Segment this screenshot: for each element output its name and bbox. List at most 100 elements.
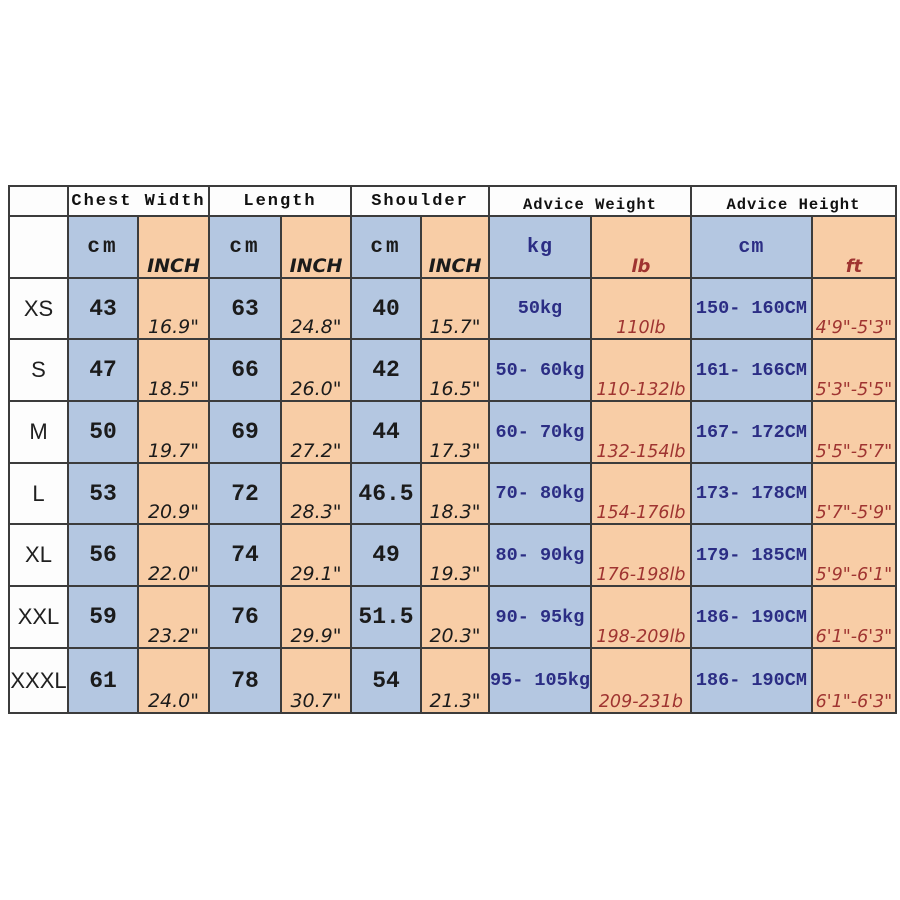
chest-cm-cell: 50 — [67, 400, 139, 464]
column-group-header: Shoulder — [350, 185, 490, 217]
height-cm-cell: 161- 166CM — [689, 338, 813, 402]
unit-header-row: cm INCH cm INCH cm INCH kg lb cm ft — [8, 215, 897, 279]
length-inch-cell: 28.3" — [280, 462, 352, 525]
table-row-xl: XL 56 22.0" 74 29.1" 49 19.3" 80- 90kg 176-198lb… — [8, 523, 897, 587]
column-group-header: Chest Width — [67, 185, 210, 217]
height-cm-cell: 186- 190CM — [689, 585, 813, 649]
weight-kg-unit-header: kg — [488, 215, 592, 279]
shoulder-inch-cell: 16.5" — [420, 338, 490, 402]
length-cm-cell: 63 — [208, 277, 282, 340]
shoulder-inch-unit-header: INCH — [420, 215, 490, 279]
size-label: XXXL — [8, 647, 69, 714]
height-ft-cell: 5'5"-5'7" — [810, 400, 897, 464]
chest-inch-unit-header: INCH — [137, 215, 210, 279]
chest-cm-cell: 47 — [67, 338, 139, 402]
shoulder-inch-cell: 21.3" — [420, 647, 490, 714]
chest-cm-cell: 53 — [67, 462, 139, 525]
length-cm-cell: 66 — [208, 338, 282, 402]
shoulder-cm-cell: 51.5 — [350, 585, 422, 649]
table-row-xxxl: XXXL 61 24.0" 78 30.7" 54 21.3" 95- 105kg 209-23… — [8, 647, 897, 714]
size-label: S — [8, 338, 69, 402]
shoulder-inch-cell: 17.3" — [420, 400, 490, 464]
weight-kg-cell: 95- 105kg — [488, 647, 592, 714]
length-cm-cell: 69 — [208, 400, 282, 464]
height-cm-cell: 150- 160CM — [689, 277, 813, 340]
length-inch-cell: 29.1" — [280, 523, 352, 587]
length-cm-cell: 74 — [208, 523, 282, 587]
weight-kg-cell: 70- 80kg — [488, 462, 592, 525]
size-label: XL — [8, 523, 69, 587]
weight-lb-cell: 176-198lb — [589, 523, 692, 587]
shoulder-cm-cell: 46.5 — [350, 462, 422, 525]
table-row-l: L 53 20.9" 72 28.3" 46.5 18.3" 70- 80kg 154-176l… — [8, 462, 897, 525]
length-inch-cell: 24.8" — [280, 277, 352, 340]
size-label: L — [8, 462, 69, 525]
chest-inch-cell: 20.9" — [137, 462, 210, 525]
weight-lb-cell: 198-209lb — [589, 585, 692, 649]
shoulder-cm-cell: 44 — [350, 400, 422, 464]
shoulder-inch-cell: 15.7" — [420, 277, 490, 340]
column-group-header: Advice Weight — [488, 185, 692, 217]
length-cm-cell: 72 — [208, 462, 282, 525]
weight-lb-cell: 110-132lb — [589, 338, 692, 402]
height-ft-cell: 5'7"-5'9" — [810, 462, 897, 525]
height-ft-cell: 5'9"-6'1" — [810, 523, 897, 587]
size-chart: Chest Width Length Shoulder Advice Weight Ad… — [8, 185, 897, 714]
length-cm-cell: 78 — [208, 647, 282, 714]
shoulder-inch-cell: 18.3" — [420, 462, 490, 525]
chest-inch-cell: 22.0" — [137, 523, 210, 587]
weight-lb-cell: 132-154lb — [589, 400, 692, 464]
weight-kg-cell: 50kg — [488, 277, 592, 340]
column-group-header-row: Chest Width Length Shoulder Advice Weight Ad… — [8, 185, 897, 217]
weight-kg-cell: 80- 90kg — [488, 523, 592, 587]
chest-inch-cell: 18.5" — [137, 338, 210, 402]
height-cm-unit-header: cm — [689, 215, 813, 279]
weight-kg-cell: 90- 95kg — [488, 585, 592, 649]
table-row-xxl: XXL 59 23.2" 76 29.9" 51.5 20.3" 90- 95kg 198-20… — [8, 585, 897, 649]
chest-cm-cell: 56 — [67, 523, 139, 587]
weight-kg-cell: 50- 60kg — [488, 338, 592, 402]
height-ft-unit-header: ft — [810, 215, 897, 279]
chest-cm-cell: 61 — [67, 647, 139, 714]
shoulder-inch-cell: 19.3" — [420, 523, 490, 587]
table-row-m: M 50 19.7" 69 27.2" 44 17.3" 60- 70kg 132-154lb 1… — [8, 400, 897, 464]
shoulder-cm-unit-header: cm — [350, 215, 422, 279]
length-inch-unit-header: INCH — [280, 215, 352, 279]
column-group-header: Advice Height — [689, 185, 897, 217]
table-row-s: S 47 18.5" 66 26.0" 42 16.5" 50- 60kg 110-132lb 1… — [8, 338, 897, 402]
size-chart-table: Chest Width Length Shoulder Advice Weight Ad… — [8, 185, 897, 714]
weight-kg-cell: 60- 70kg — [488, 400, 592, 464]
chest-cm-cell: 59 — [67, 585, 139, 649]
chest-inch-cell: 23.2" — [137, 585, 210, 649]
height-ft-cell: 4'9"-5'3" — [810, 277, 897, 340]
length-inch-cell: 30.7" — [280, 647, 352, 714]
length-cm-cell: 76 — [208, 585, 282, 649]
length-cm-unit-header: cm — [208, 215, 282, 279]
shoulder-cm-cell: 40 — [350, 277, 422, 340]
chest-cm-cell: 43 — [67, 277, 139, 340]
chest-inch-cell: 16.9" — [137, 277, 210, 340]
height-cm-cell: 186- 190CM — [689, 647, 813, 714]
height-cm-cell: 173- 178CM — [689, 462, 813, 525]
size-label: XXL — [8, 585, 69, 649]
size-label: M — [8, 400, 69, 464]
weight-lb-unit-header: lb — [589, 215, 692, 279]
chest-inch-cell: 24.0" — [137, 647, 210, 714]
height-ft-cell: 6'1"-6'3" — [810, 647, 897, 714]
height-ft-cell: 6'1"-6'3" — [810, 585, 897, 649]
weight-lb-cell: 110lb — [589, 277, 692, 340]
length-inch-cell: 27.2" — [280, 400, 352, 464]
weight-lb-cell: 154-176lb — [589, 462, 692, 525]
chest-cm-unit-header: cm — [67, 215, 139, 279]
height-cm-cell: 179- 185CM — [689, 523, 813, 587]
corner-cell — [8, 185, 69, 217]
length-inch-cell: 29.9" — [280, 585, 352, 649]
size-label: XS — [8, 277, 69, 340]
weight-lb-cell: 209-231b — [589, 647, 692, 714]
shoulder-cm-cell: 42 — [350, 338, 422, 402]
shoulder-cm-cell: 54 — [350, 647, 422, 714]
corner-cell-2 — [8, 215, 69, 279]
height-cm-cell: 167- 172CM — [689, 400, 813, 464]
height-ft-cell: 5'3"-5'5" — [810, 338, 897, 402]
column-group-header: Length — [208, 185, 352, 217]
